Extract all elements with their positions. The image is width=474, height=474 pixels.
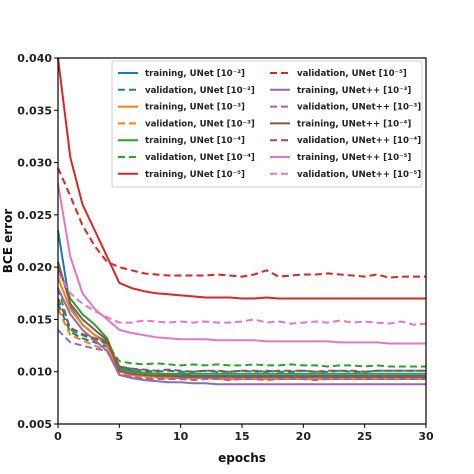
- y-tick-label: 0.020: [17, 261, 52, 274]
- legend-entry-label: training, UNet++ [10⁻⁵]: [297, 153, 411, 163]
- y-tick-label: 0.005: [17, 418, 52, 431]
- legend-entry-label: validation, UNet [10⁻³]: [145, 119, 255, 129]
- x-tick-label: 15: [234, 430, 249, 443]
- legend-entry-label: training, UNet++ [10⁻⁴]: [297, 119, 411, 129]
- x-tick-label: 5: [116, 430, 124, 443]
- y-tick-label: 0.030: [17, 157, 52, 170]
- legend-entry-label: training, UNet [10⁻⁴]: [145, 136, 245, 146]
- legend-entry-label: validation, UNet++ [10⁻⁴]: [297, 136, 421, 146]
- series-line-4: [57, 308, 426, 380]
- legend-entry-label: validation, UNet [10⁻²]: [145, 86, 255, 96]
- legend-entry-label: training, UNet [10⁻²]: [145, 69, 245, 79]
- y-axis-label: BCE error: [1, 209, 15, 274]
- legend-entry-label: training, UNet [10⁻⁵]: [145, 170, 245, 180]
- legend-entry-label: validation, UNet++ [10⁻³]: [297, 103, 421, 113]
- x-tick-label: 0: [54, 430, 62, 443]
- y-tick-label: 0.040: [17, 52, 52, 65]
- x-tick-label: 20: [296, 430, 312, 443]
- legend-entry-label: validation, UNet [10⁻⁵]: [297, 69, 407, 79]
- series-line-6: [57, 287, 426, 368]
- series-line-10: [57, 329, 426, 382]
- series-line-12: [57, 298, 426, 373]
- series-line-8: [57, 167, 426, 279]
- x-tick-label: 25: [357, 430, 372, 443]
- y-tick-label: 0.010: [17, 366, 52, 379]
- y-tick-label: 0.025: [17, 209, 52, 222]
- series-line-14: [57, 271, 427, 326]
- series-line-11: [57, 261, 426, 378]
- series-line-13: [57, 183, 426, 345]
- legend-entry-label: training, UNet [10⁻³]: [145, 103, 245, 113]
- legend-entry-label: validation, UNet++ [10⁻⁵]: [297, 170, 421, 180]
- legend-entry-label: training, UNet++ [10⁻³]: [297, 86, 411, 96]
- x-tick-label: 30: [418, 430, 434, 443]
- x-tick-label: 10: [173, 430, 189, 443]
- y-tick-label: 0.015: [17, 313, 52, 326]
- x-axis: 0 5 10 15 20 25 30: [54, 424, 434, 443]
- legend-box: [111, 60, 423, 188]
- x-axis-label: epochs: [218, 451, 266, 465]
- plot-lines: [57, 57, 427, 386]
- legend: training, UNet [10⁻²] validation, UNet [1…: [111, 60, 423, 188]
- y-axis: 0.005 0.010 0.015 0.020 0.025 0.030 0.035 0.040: [17, 52, 58, 431]
- series-line-7: [57, 57, 426, 300]
- y-tick-label: 0.035: [17, 104, 52, 117]
- legend-entry-label: validation, UNet [10⁻⁴]: [145, 153, 255, 163]
